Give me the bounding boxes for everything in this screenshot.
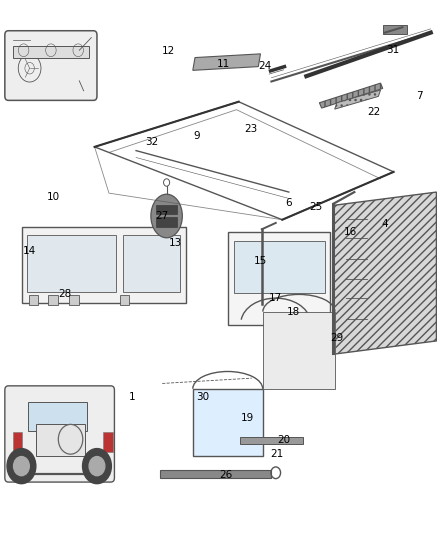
Polygon shape: [193, 389, 263, 456]
Ellipse shape: [151, 194, 182, 238]
Text: 1: 1: [128, 392, 135, 402]
Polygon shape: [335, 90, 381, 109]
Text: 13: 13: [169, 238, 182, 247]
Text: 25: 25: [309, 202, 322, 212]
Bar: [13, 432, 22, 451]
FancyBboxPatch shape: [5, 31, 97, 100]
Polygon shape: [123, 235, 180, 292]
Text: 15: 15: [254, 256, 267, 266]
Bar: [48, 295, 58, 305]
Bar: [155, 217, 177, 227]
Circle shape: [7, 449, 36, 483]
Polygon shape: [228, 232, 330, 325]
Polygon shape: [193, 54, 261, 70]
Text: 7: 7: [417, 91, 423, 101]
Text: 10: 10: [46, 192, 60, 203]
Text: 30: 30: [196, 392, 209, 402]
Text: 12: 12: [162, 46, 175, 56]
Circle shape: [82, 449, 111, 483]
Bar: [103, 432, 113, 451]
Bar: [36, 424, 85, 456]
Bar: [120, 295, 130, 305]
Polygon shape: [21, 227, 186, 303]
Text: 14: 14: [22, 246, 36, 255]
Text: 20: 20: [277, 435, 290, 446]
Bar: [383, 25, 407, 34]
Bar: [28, 295, 38, 305]
Circle shape: [14, 457, 29, 475]
Text: 22: 22: [367, 107, 381, 117]
Text: 29: 29: [330, 333, 343, 343]
Text: 32: 32: [145, 136, 158, 147]
Text: 21: 21: [270, 449, 283, 458]
Text: 27: 27: [155, 211, 169, 221]
Bar: [13, 46, 89, 58]
Text: 19: 19: [241, 413, 254, 423]
Bar: [28, 402, 87, 431]
Text: 24: 24: [258, 61, 272, 70]
Polygon shape: [234, 241, 325, 293]
Text: 31: 31: [386, 45, 399, 55]
Bar: [69, 295, 79, 305]
Circle shape: [89, 457, 105, 475]
Text: 26: 26: [219, 470, 232, 480]
Text: 18: 18: [286, 306, 300, 317]
Text: 23: 23: [244, 124, 257, 134]
Bar: [155, 205, 177, 214]
Polygon shape: [27, 235, 117, 292]
Text: 17: 17: [269, 293, 283, 303]
Polygon shape: [333, 192, 436, 354]
Polygon shape: [263, 312, 335, 389]
Text: 28: 28: [59, 289, 72, 299]
FancyBboxPatch shape: [5, 386, 114, 482]
Text: 4: 4: [381, 219, 388, 229]
Text: 11: 11: [217, 60, 230, 69]
Bar: [240, 437, 303, 444]
Text: 9: 9: [194, 131, 201, 141]
Polygon shape: [319, 83, 383, 108]
Text: 6: 6: [286, 198, 292, 208]
Bar: [160, 470, 272, 478]
Text: 16: 16: [343, 227, 357, 237]
